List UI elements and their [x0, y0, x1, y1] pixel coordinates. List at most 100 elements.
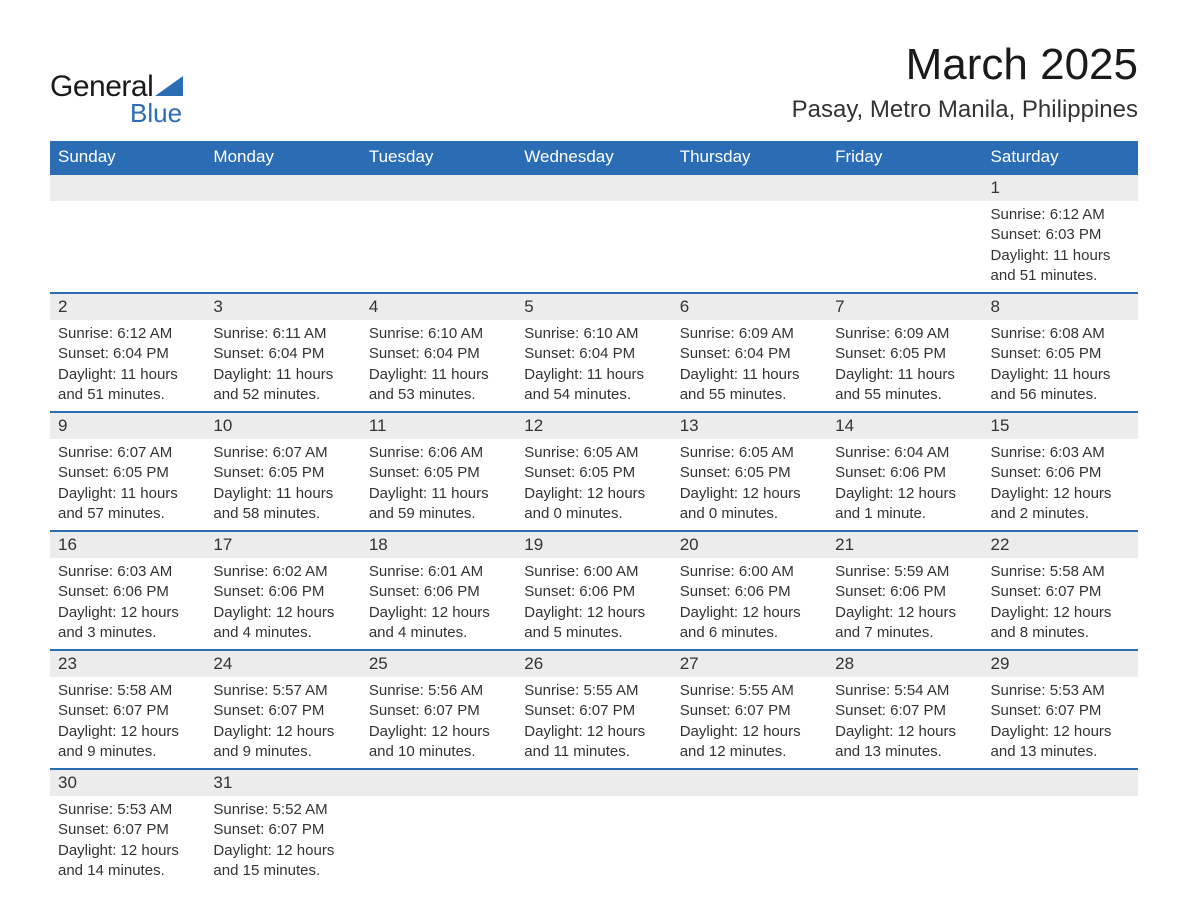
sunset-line: Sunset: 6:05 PM — [369, 463, 508, 483]
day-number: 18 — [361, 531, 516, 558]
day-number: 14 — [827, 412, 982, 439]
day-number: 30 — [50, 769, 205, 796]
daylight-line: Daylight: 11 hours and 51 minutes. — [58, 365, 197, 406]
sunrise-line: Sunrise: 5:53 AM — [991, 681, 1130, 701]
dow-header: Friday — [827, 141, 982, 174]
week-daynum-row: 23242526272829 — [50, 650, 1138, 677]
sunrise-line: Sunrise: 6:05 AM — [524, 443, 663, 463]
day-detail: Sunrise: 5:56 AMSunset: 6:07 PMDaylight:… — [361, 677, 516, 769]
week-detail-row: Sunrise: 6:03 AMSunset: 6:06 PMDaylight:… — [50, 558, 1138, 650]
week-daynum-row: 1 — [50, 174, 1138, 201]
day-detail: Sunrise: 5:57 AMSunset: 6:07 PMDaylight:… — [205, 677, 360, 769]
dow-header: Sunday — [50, 141, 205, 174]
daylight-line: Daylight: 12 hours and 3 minutes. — [58, 603, 197, 644]
daylight-line: Daylight: 11 hours and 55 minutes. — [835, 365, 974, 406]
sunrise-line: Sunrise: 5:57 AM — [213, 681, 352, 701]
week-detail-row: Sunrise: 5:58 AMSunset: 6:07 PMDaylight:… — [50, 677, 1138, 769]
daylight-line: Daylight: 12 hours and 6 minutes. — [680, 603, 819, 644]
sunrise-line: Sunrise: 6:03 AM — [58, 562, 197, 582]
day-detail: Sunrise: 5:55 AMSunset: 6:07 PMDaylight:… — [672, 677, 827, 769]
day-number: 19 — [516, 531, 671, 558]
daylight-line: Daylight: 11 hours and 52 minutes. — [213, 365, 352, 406]
sail-icon — [155, 76, 183, 96]
day-of-week-row: SundayMondayTuesdayWednesdayThursdayFrid… — [50, 141, 1138, 174]
day-detail: Sunrise: 6:12 AMSunset: 6:04 PMDaylight:… — [50, 320, 205, 412]
day-detail — [983, 796, 1138, 887]
sunset-line: Sunset: 6:06 PM — [213, 582, 352, 602]
day-detail: Sunrise: 5:58 AMSunset: 6:07 PMDaylight:… — [983, 558, 1138, 650]
day-detail: Sunrise: 5:53 AMSunset: 6:07 PMDaylight:… — [983, 677, 1138, 769]
sunset-line: Sunset: 6:04 PM — [369, 344, 508, 364]
day-number: 11 — [361, 412, 516, 439]
daylight-line: Daylight: 11 hours and 59 minutes. — [369, 484, 508, 525]
day-detail: Sunrise: 6:08 AMSunset: 6:05 PMDaylight:… — [983, 320, 1138, 412]
daylight-line: Daylight: 12 hours and 1 minute. — [835, 484, 974, 525]
day-detail: Sunrise: 6:06 AMSunset: 6:05 PMDaylight:… — [361, 439, 516, 531]
sunrise-line: Sunrise: 5:55 AM — [680, 681, 819, 701]
day-detail — [672, 201, 827, 293]
day-number: 26 — [516, 650, 671, 677]
header: General Blue March 2025 Pasay, Metro Man… — [50, 40, 1138, 129]
sunrise-line: Sunrise: 6:12 AM — [991, 205, 1130, 225]
day-number: 8 — [983, 293, 1138, 320]
sunrise-line: Sunrise: 6:07 AM — [213, 443, 352, 463]
sunset-line: Sunset: 6:07 PM — [680, 701, 819, 721]
day-detail — [205, 201, 360, 293]
sunrise-line: Sunrise: 6:09 AM — [680, 324, 819, 344]
day-detail: Sunrise: 6:01 AMSunset: 6:06 PMDaylight:… — [361, 558, 516, 650]
week-detail-row: Sunrise: 6:07 AMSunset: 6:05 PMDaylight:… — [50, 439, 1138, 531]
dow-header: Saturday — [983, 141, 1138, 174]
day-number: 31 — [205, 769, 360, 796]
week-daynum-row: 2345678 — [50, 293, 1138, 320]
sunset-line: Sunset: 6:06 PM — [835, 582, 974, 602]
daylight-line: Daylight: 12 hours and 4 minutes. — [213, 603, 352, 644]
dow-header: Thursday — [672, 141, 827, 174]
sunset-line: Sunset: 6:06 PM — [680, 582, 819, 602]
day-detail: Sunrise: 6:00 AMSunset: 6:06 PMDaylight:… — [672, 558, 827, 650]
sunset-line: Sunset: 6:06 PM — [991, 463, 1130, 483]
day-number: 2 — [50, 293, 205, 320]
day-detail — [361, 796, 516, 887]
sunset-line: Sunset: 6:07 PM — [524, 701, 663, 721]
day-detail: Sunrise: 5:55 AMSunset: 6:07 PMDaylight:… — [516, 677, 671, 769]
week-daynum-row: 16171819202122 — [50, 531, 1138, 558]
day-number: 16 — [50, 531, 205, 558]
daylight-line: Daylight: 12 hours and 13 minutes. — [991, 722, 1130, 763]
day-detail — [361, 201, 516, 293]
daylight-line: Daylight: 12 hours and 7 minutes. — [835, 603, 974, 644]
sunrise-line: Sunrise: 6:07 AM — [58, 443, 197, 463]
sunrise-line: Sunrise: 6:01 AM — [369, 562, 508, 582]
sunset-line: Sunset: 6:07 PM — [991, 582, 1130, 602]
location: Pasay, Metro Manila, Philippines — [792, 96, 1138, 124]
sunrise-line: Sunrise: 6:11 AM — [213, 324, 352, 344]
daylight-line: Daylight: 11 hours and 53 minutes. — [369, 365, 508, 406]
day-number: 22 — [983, 531, 1138, 558]
week-daynum-row: 3031 — [50, 769, 1138, 796]
daylight-line: Daylight: 12 hours and 0 minutes. — [680, 484, 819, 525]
sunset-line: Sunset: 6:07 PM — [58, 701, 197, 721]
day-detail: Sunrise: 6:04 AMSunset: 6:06 PMDaylight:… — [827, 439, 982, 531]
day-number: 7 — [827, 293, 982, 320]
week-detail-row: Sunrise: 6:12 AMSunset: 6:04 PMDaylight:… — [50, 320, 1138, 412]
sunrise-line: Sunrise: 5:56 AM — [369, 681, 508, 701]
sunset-line: Sunset: 6:05 PM — [524, 463, 663, 483]
daylight-line: Daylight: 11 hours and 55 minutes. — [680, 365, 819, 406]
daylight-line: Daylight: 12 hours and 9 minutes. — [213, 722, 352, 763]
day-number: 13 — [672, 412, 827, 439]
day-detail: Sunrise: 6:12 AMSunset: 6:03 PMDaylight:… — [983, 201, 1138, 293]
day-number: 23 — [50, 650, 205, 677]
day-detail: Sunrise: 5:58 AMSunset: 6:07 PMDaylight:… — [50, 677, 205, 769]
day-number: 29 — [983, 650, 1138, 677]
day-number: 1 — [983, 174, 1138, 201]
day-detail: Sunrise: 6:00 AMSunset: 6:06 PMDaylight:… — [516, 558, 671, 650]
sunrise-line: Sunrise: 6:03 AM — [991, 443, 1130, 463]
day-number — [205, 174, 360, 201]
sunrise-line: Sunrise: 6:09 AM — [835, 324, 974, 344]
day-number: 21 — [827, 531, 982, 558]
sunrise-line: Sunrise: 6:10 AM — [369, 324, 508, 344]
brand-logo: General Blue — [50, 70, 183, 129]
day-detail: Sunrise: 6:07 AMSunset: 6:05 PMDaylight:… — [205, 439, 360, 531]
sunrise-line: Sunrise: 5:55 AM — [524, 681, 663, 701]
day-number: 12 — [516, 412, 671, 439]
sunrise-line: Sunrise: 6:12 AM — [58, 324, 197, 344]
